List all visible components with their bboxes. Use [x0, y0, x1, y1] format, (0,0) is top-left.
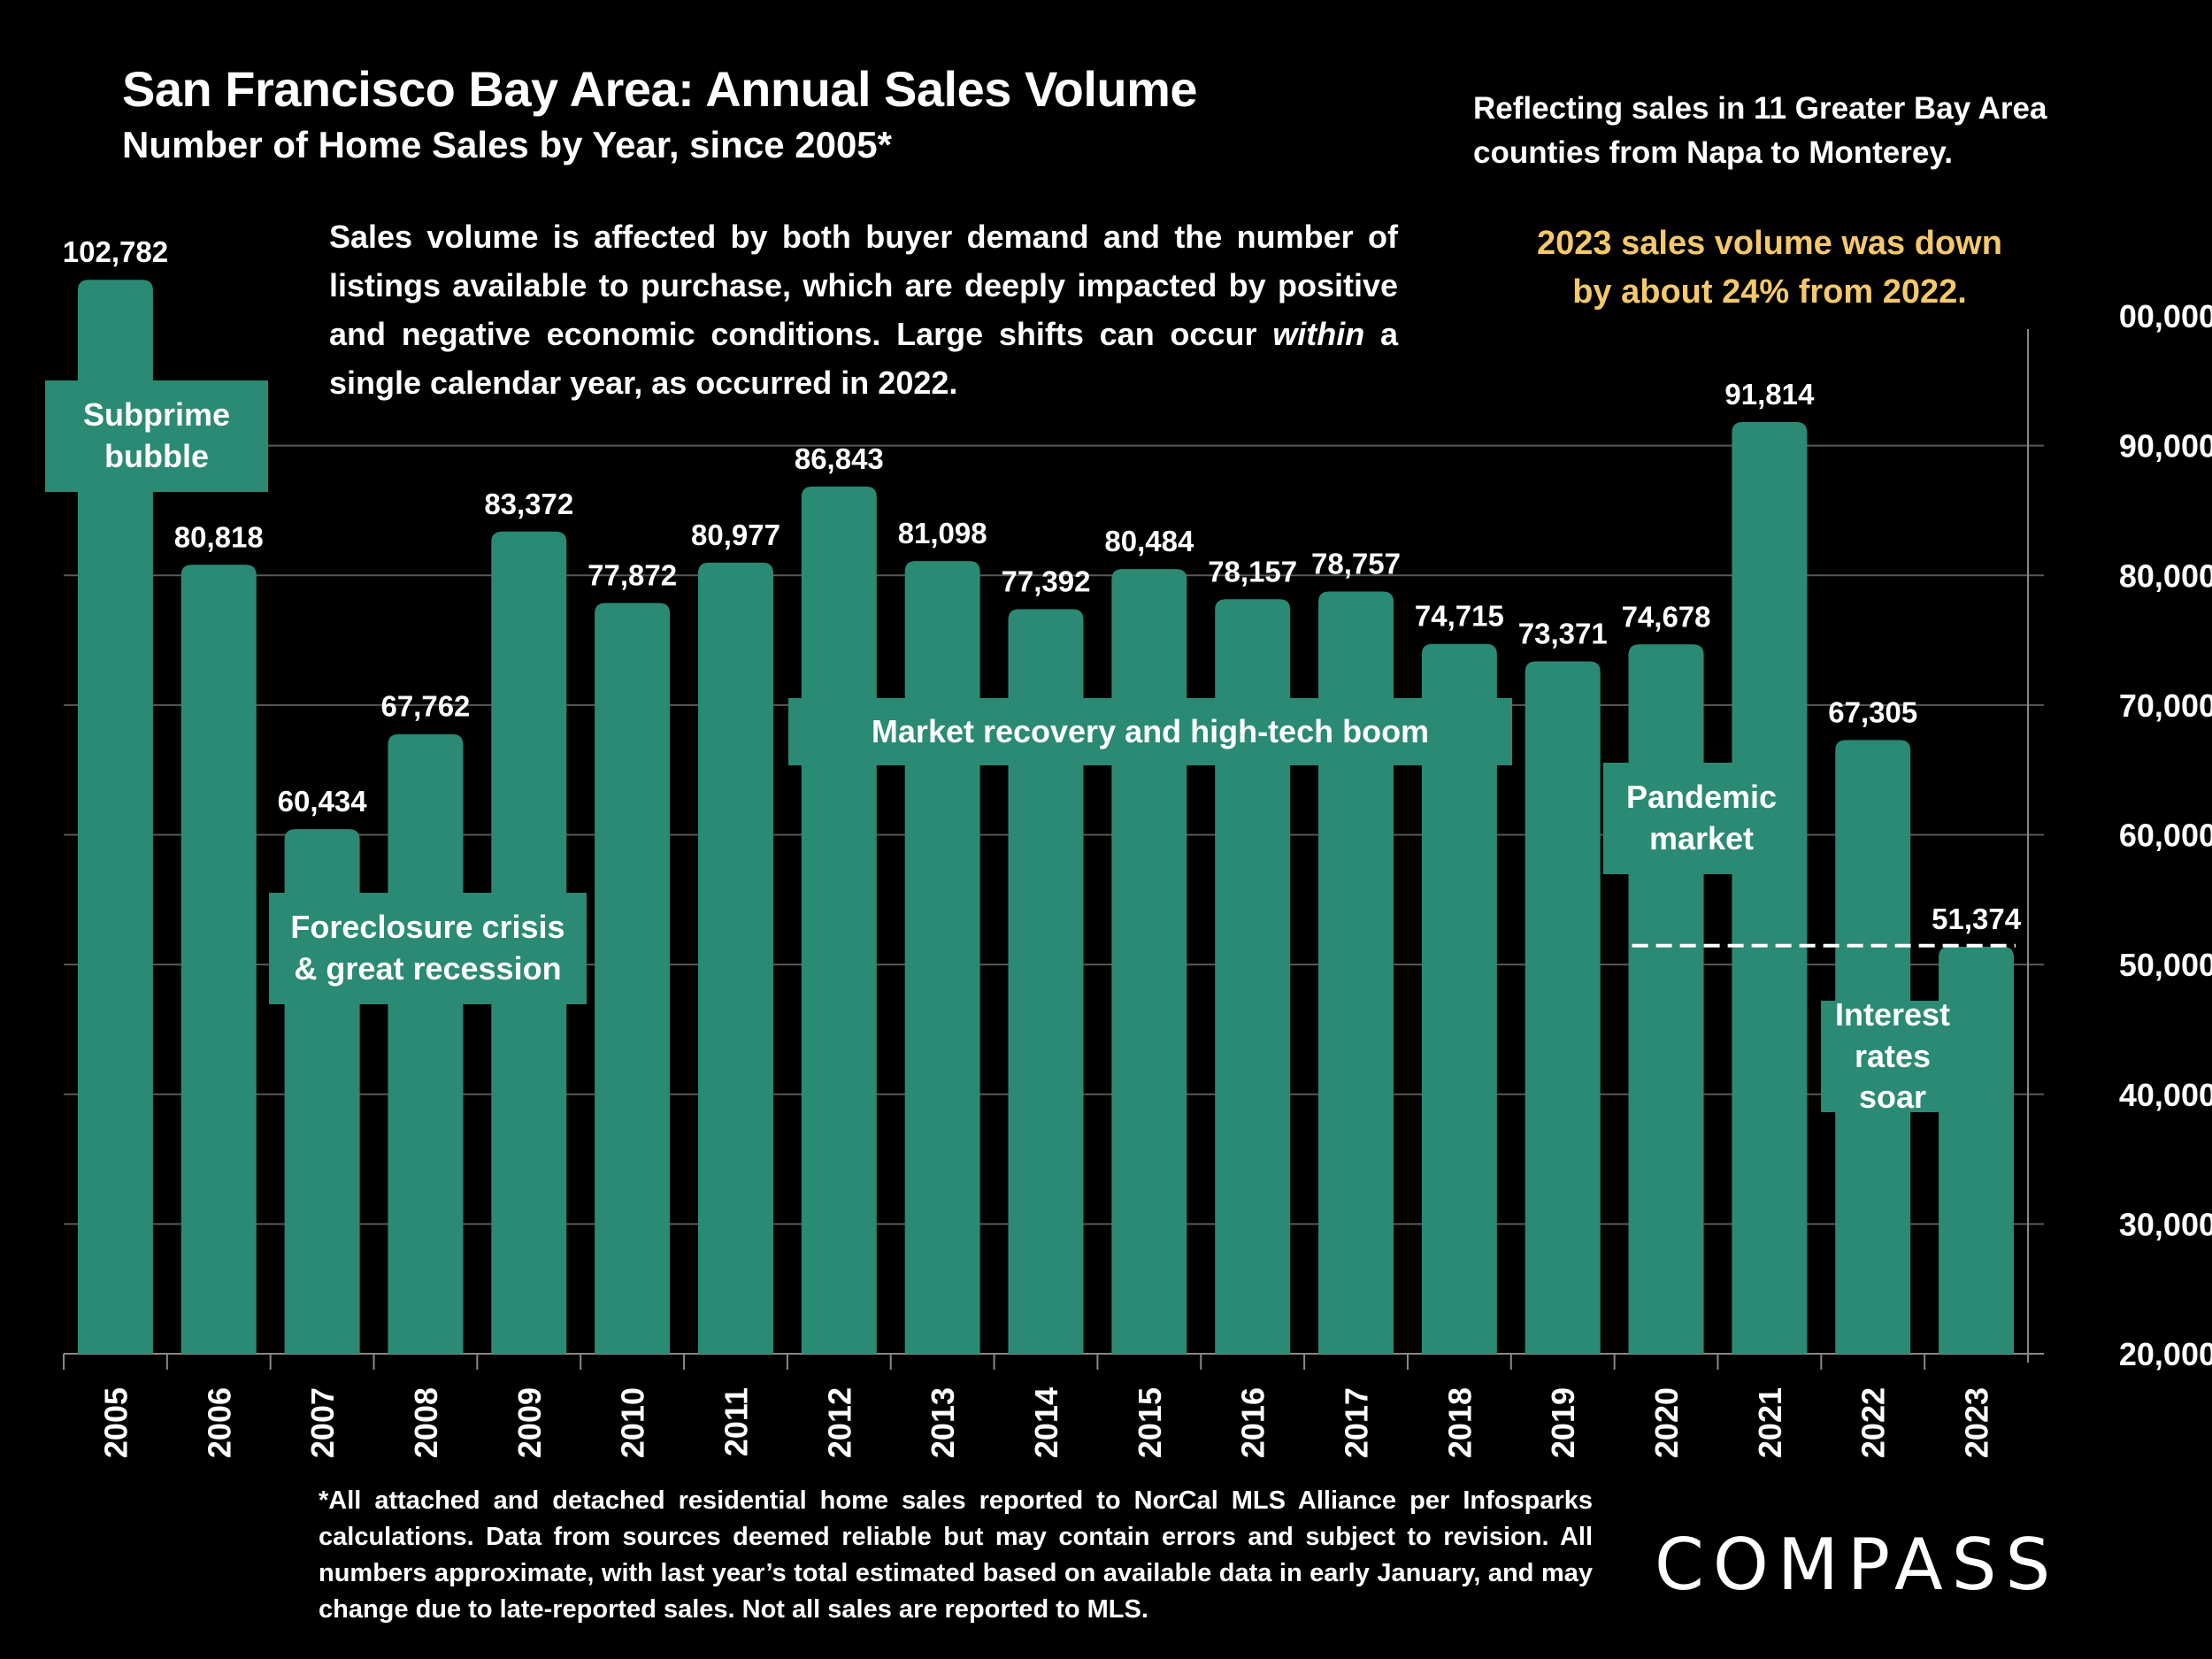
- data-label: 74,678: [1622, 600, 1711, 633]
- description-part: a single calendar year, as occurred in 2…: [329, 316, 1398, 401]
- x-tick-label: 2018: [1441, 1387, 1478, 1458]
- annotation-line: Subprime: [82, 396, 231, 434]
- data-label: 102,782: [63, 235, 168, 268]
- chart-title: San Francisco Bay Area: Annual Sales Vol…: [122, 61, 1198, 117]
- data-label: 60,434: [278, 785, 368, 818]
- y-tick-label: 70,000: [2119, 687, 2212, 724]
- bar-2021: [1732, 422, 1808, 1354]
- bar-2017: [1318, 591, 1394, 1354]
- annotation-pandemic-market: Pandemic market: [1603, 763, 1800, 874]
- y-tick-label: 60,000: [2119, 818, 2212, 854]
- description-part: Sales volume is affected by both buyer d…: [329, 219, 1398, 352]
- x-tick-label: 2017: [1339, 1387, 1375, 1458]
- data-label: 67,762: [380, 690, 470, 723]
- x-tick-label: 2012: [821, 1387, 857, 1458]
- x-tick-label: 2023: [1959, 1387, 1995, 1458]
- data-label: 51,374: [1932, 902, 2022, 935]
- x-tick-label: 2019: [1545, 1387, 1581, 1458]
- data-label: 77,872: [588, 558, 677, 591]
- highlight-note: 2023 sales volume was down by about 24% …: [1495, 219, 2044, 317]
- x-tick-label: 2009: [511, 1387, 548, 1458]
- bar-2019: [1525, 661, 1601, 1354]
- bar-2018: [1421, 643, 1497, 1354]
- bar-2013: [904, 561, 980, 1354]
- annotation-line: & great recession: [294, 950, 562, 987]
- x-tick-label: 2022: [1855, 1387, 1892, 1458]
- data-label: 80,818: [174, 520, 264, 553]
- bar-2010: [595, 603, 671, 1354]
- bar-2006: [180, 565, 257, 1354]
- annotation-interest-rates: Interest rates soar: [1821, 996, 1964, 1115]
- coverage-note-line: Reflecting sales in 11 Greater Bay Area: [1473, 91, 2047, 126]
- compass-logo: COMPASS: [1655, 1524, 2060, 1606]
- x-tick-label: 2021: [1752, 1387, 1788, 1458]
- annotation-line: market: [1648, 820, 1755, 856]
- data-label: 73,371: [1518, 617, 1608, 649]
- coverage-note-line: counties from Napa to Monterey.: [1473, 135, 1953, 170]
- data-label: 78,757: [1311, 547, 1401, 580]
- highlight-note-line: by about 24% from 2022.: [1572, 273, 1967, 311]
- y-tick-label: 40,000: [2119, 1077, 2212, 1113]
- coverage-note: Reflecting sales in 11 Greater Bay Area …: [1473, 87, 2047, 175]
- annotation-line: Interest: [1834, 995, 1951, 1033]
- x-tick-label: 2008: [408, 1387, 444, 1458]
- bar-2005: [77, 280, 153, 1354]
- description-emphasis: within: [1272, 316, 1365, 352]
- bar-2011: [697, 562, 773, 1354]
- data-label: 81,098: [898, 517, 987, 549]
- data-label: 67,305: [1828, 695, 1917, 728]
- data-label: 91,814: [1724, 378, 1815, 411]
- data-label: 80,484: [1104, 525, 1194, 557]
- x-tick-label: 2020: [1648, 1387, 1685, 1458]
- data-label: 86,843: [795, 442, 884, 475]
- x-tick-label: 2016: [1235, 1387, 1271, 1458]
- annotation-line: bubble: [104, 438, 209, 474]
- bar-2014: [1008, 609, 1084, 1354]
- bar-2008: [388, 733, 464, 1354]
- chart-subtitle: Number of Home Sales by Year, since 2005…: [122, 124, 893, 165]
- x-tick-label: 2010: [615, 1387, 651, 1458]
- highlight-note-line: 2023 sales volume was down: [1537, 225, 2002, 262]
- annotation-line: Pandemic: [1625, 779, 1778, 816]
- x-tick-label: 2011: [718, 1387, 754, 1456]
- bar-2012: [801, 486, 877, 1354]
- y-tick-label: 50,000: [2119, 947, 2212, 983]
- x-tick-label: 2005: [97, 1387, 134, 1458]
- x-tick-label: 2015: [1132, 1387, 1168, 1458]
- annotation-subprime-bubble: Subprime bubble: [45, 380, 268, 492]
- x-tick-label: 2006: [201, 1387, 237, 1458]
- footnote: *All attached and detached residential h…: [319, 1486, 1593, 1624]
- data-label: 83,372: [484, 488, 573, 520]
- description-text: Sales volume is affected by both buyer d…: [329, 212, 1398, 407]
- annotation-line: Foreclosure crisis: [290, 909, 565, 946]
- x-tick-label: 2007: [304, 1387, 341, 1458]
- y-tick-label: 30,000: [2119, 1206, 2212, 1242]
- annotation-line: rates soar: [1854, 1037, 1932, 1116]
- y-tick-label: 80,000: [2119, 557, 2212, 594]
- bar-2016: [1215, 599, 1291, 1354]
- data-label: 77,392: [1002, 565, 1091, 597]
- x-tick-label: 2013: [925, 1387, 961, 1458]
- bar-2020: [1628, 644, 1704, 1354]
- y-tick-label: 20,000: [2119, 1336, 2212, 1372]
- y-tick-label: 00,000: [2119, 298, 2212, 334]
- annotation-line: Market recovery and high-tech boom: [871, 712, 1430, 749]
- annotation-foreclosure-crisis: Foreclosure crisis & great recession: [269, 893, 587, 1004]
- data-label: 78,157: [1208, 555, 1297, 588]
- data-label: 80,977: [691, 518, 780, 551]
- bar-2015: [1111, 569, 1187, 1354]
- annotation-market-recovery: Market recovery and high-tech boom: [788, 698, 1512, 765]
- y-tick-label: 90,000: [2119, 428, 2212, 465]
- x-tick-label: 2014: [1028, 1387, 1064, 1458]
- data-label: 74,715: [1415, 600, 1504, 633]
